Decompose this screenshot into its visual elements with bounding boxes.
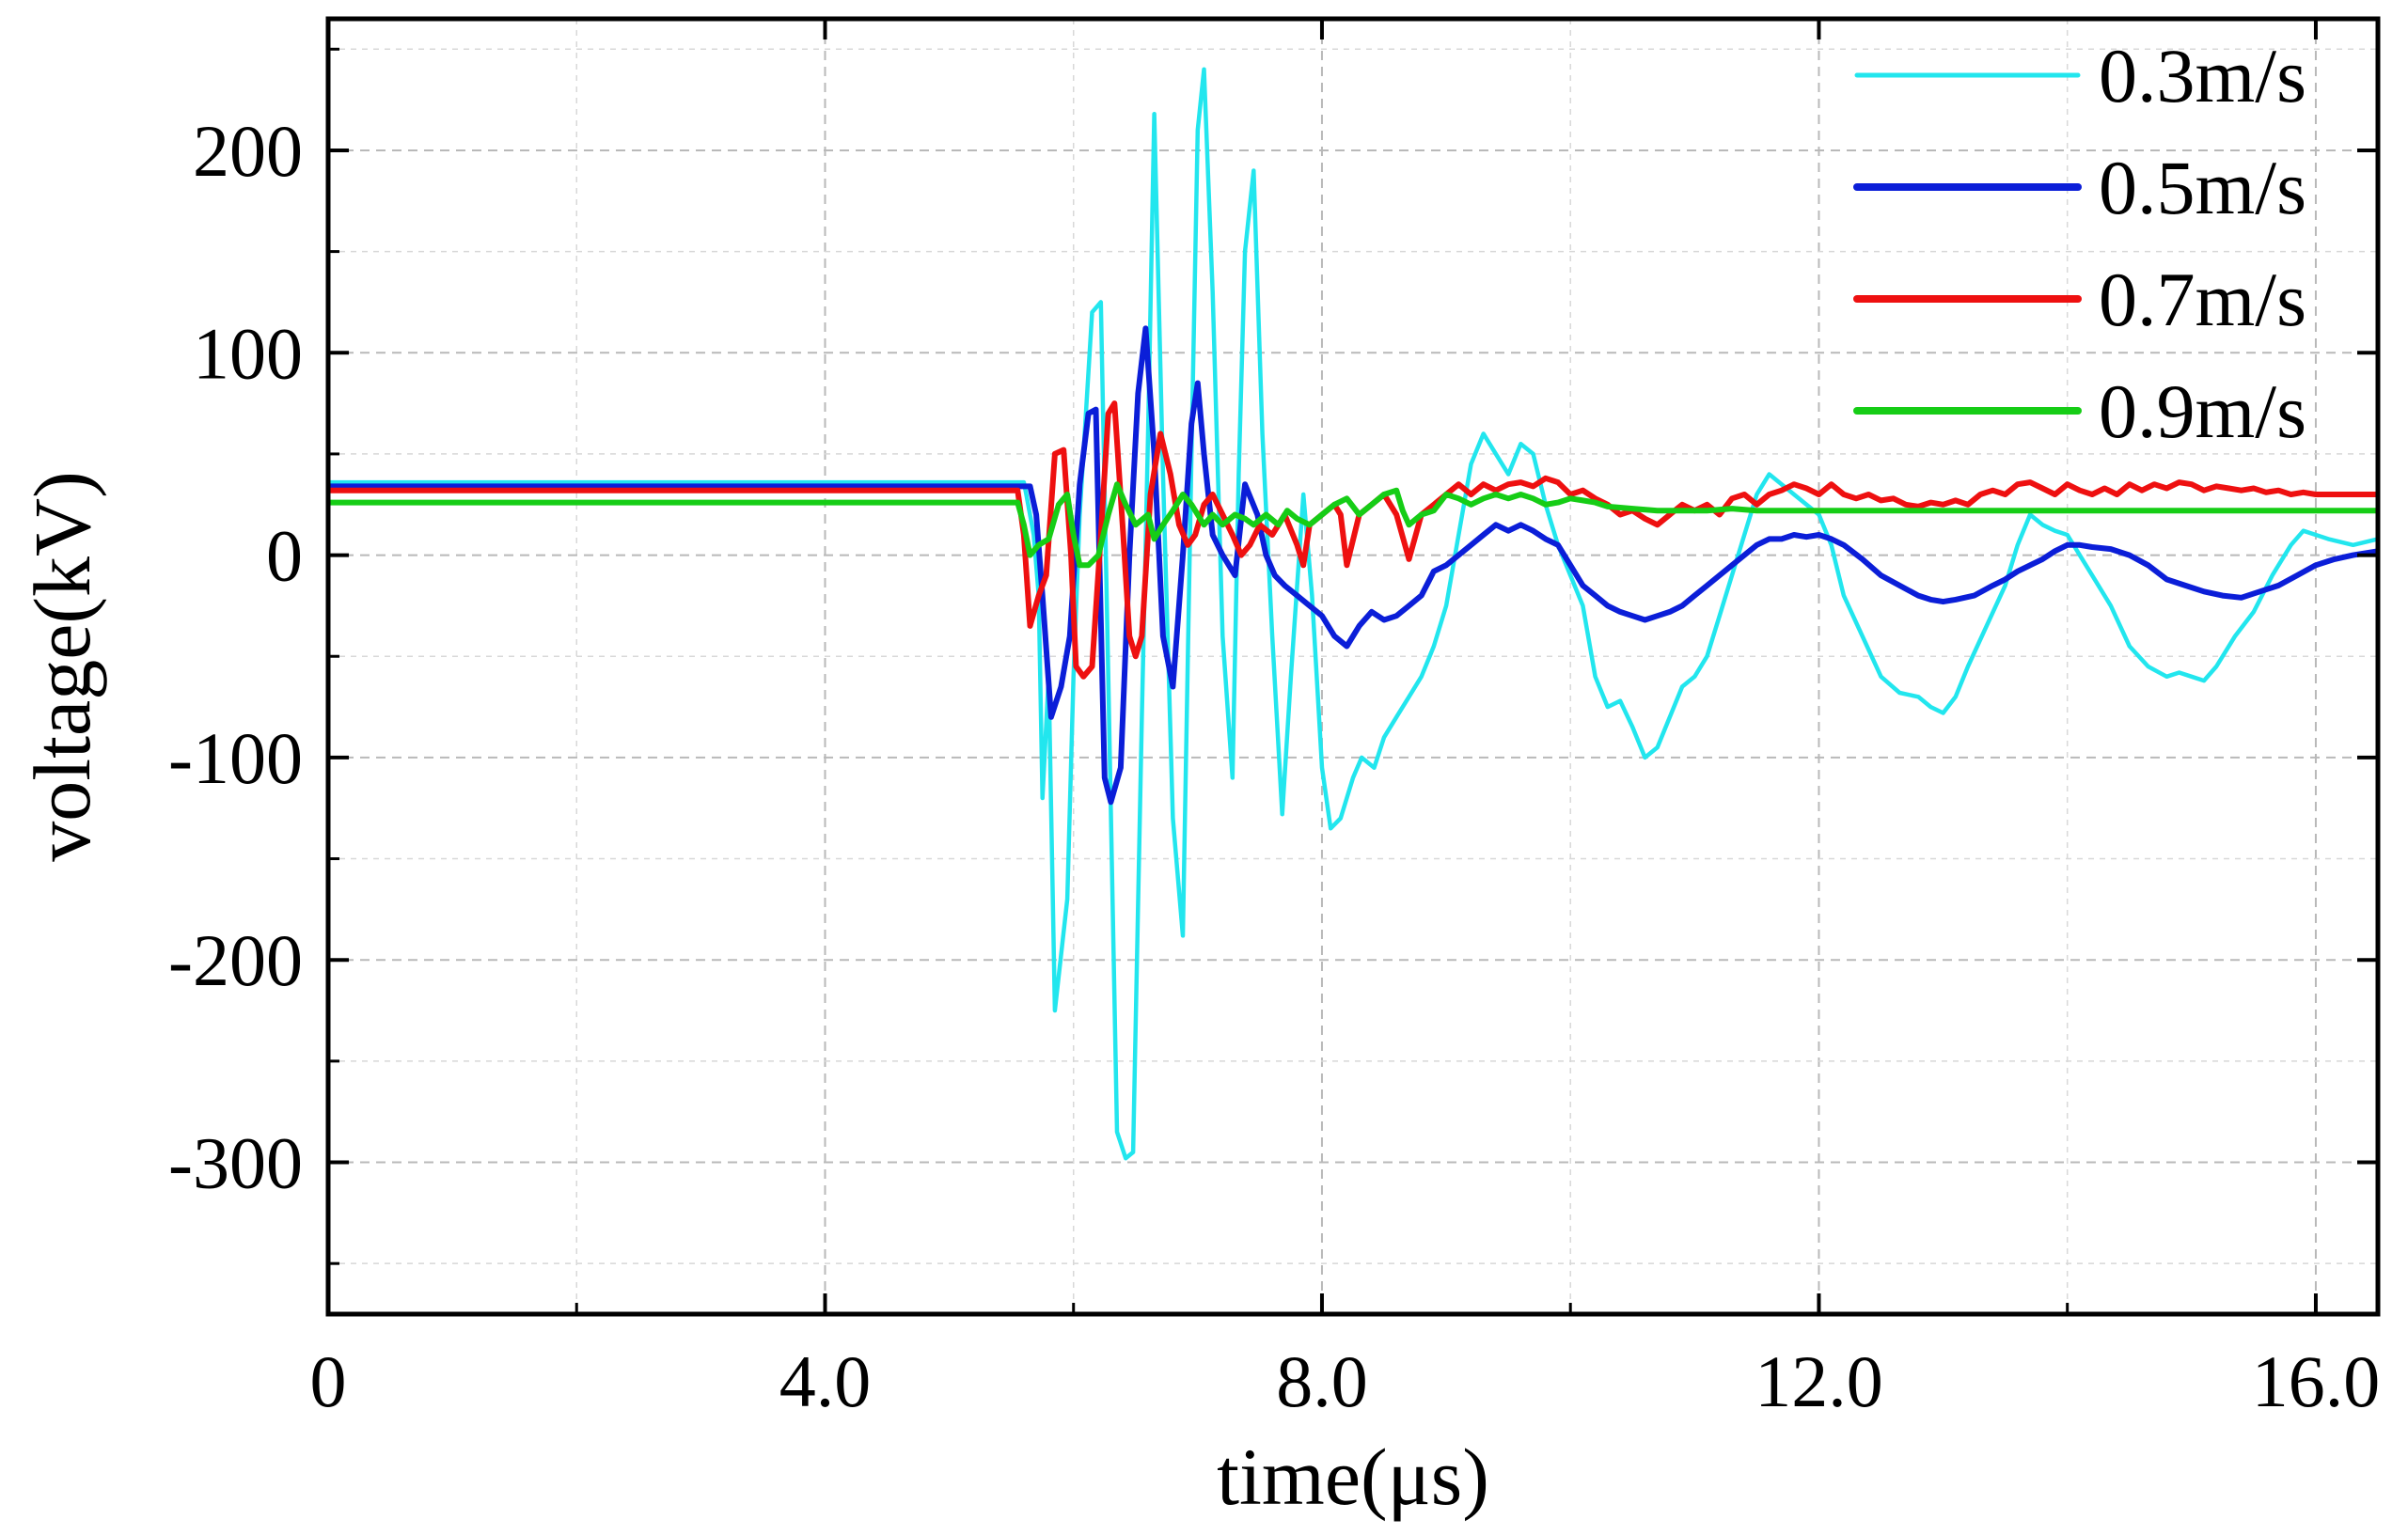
series-line-05ms <box>328 325 2378 806</box>
legend-label: 0.5m/s <box>2099 145 2306 230</box>
x-tick-label: 4.0 <box>779 1340 872 1422</box>
series-layer <box>328 67 2378 1161</box>
series-line-07ms <box>328 400 2378 680</box>
legend: 0.3m/s 0.5m/s 0.7m/s 0.9m/s <box>1853 33 2306 454</box>
legend-label: 0.9m/s <box>2099 368 2306 454</box>
tick-labels-layer: 0 4.0 8.0 12.0 16.0 200 100 0 -100 -200 -300 <box>168 110 2380 1422</box>
y-tick-label: -200 <box>168 919 303 1001</box>
x-tick-label: 16.0 <box>2252 1340 2381 1422</box>
y-tick-label: 100 <box>193 312 303 394</box>
x-tick-label: 8.0 <box>1276 1340 1368 1422</box>
legend-label: 0.7m/s <box>2099 257 2306 342</box>
y-tick-label: -100 <box>168 717 303 799</box>
x-tick-label: 0 <box>310 1340 347 1422</box>
y-tick-label: 200 <box>193 110 303 192</box>
x-axis-title: time(μs) <box>1217 1432 1489 1522</box>
y-tick-label: -300 <box>168 1122 303 1204</box>
ticks-layer <box>326 19 2378 1314</box>
series-line-09ms <box>328 481 2378 569</box>
x-tick-label: 12.0 <box>1755 1340 1883 1422</box>
legend-label: 0.3m/s <box>2099 33 2306 118</box>
y-tick-label: 0 <box>266 515 303 597</box>
y-axis-title: voltage(kV) <box>17 471 107 862</box>
grid-layer <box>328 19 2378 1314</box>
plot-frame <box>325 16 2381 1317</box>
